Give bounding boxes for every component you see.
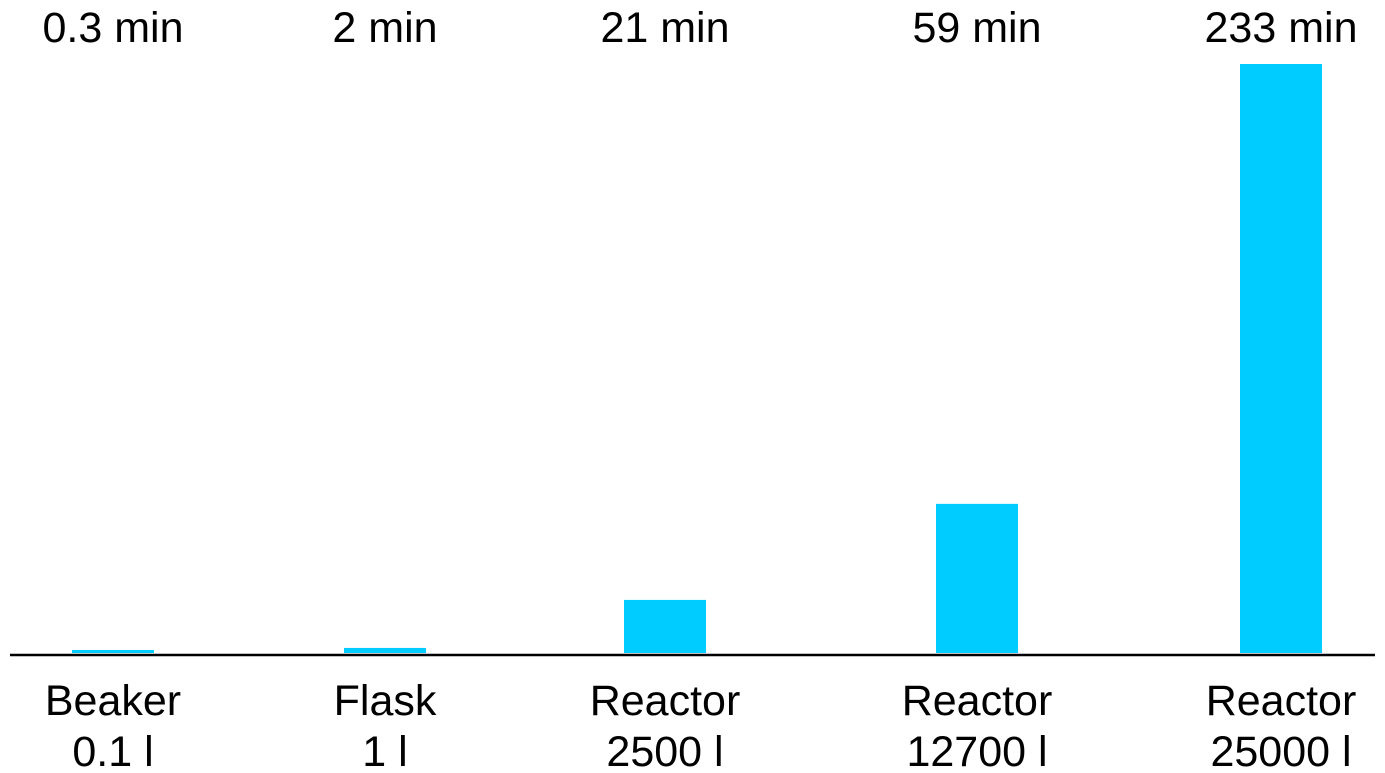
bar-2 xyxy=(624,599,706,653)
bar-4 xyxy=(1240,64,1322,653)
category-label-3: Reactor xyxy=(902,677,1053,725)
volume-label-3: 12700 l xyxy=(906,728,1047,773)
value-label-0: 0.3 min xyxy=(42,4,183,52)
volume-label-1: 1 l xyxy=(362,728,407,773)
bar-1 xyxy=(344,647,426,653)
category-label-4: Reactor xyxy=(1206,677,1357,725)
bar-0 xyxy=(72,650,154,653)
category-label-0: Beaker xyxy=(45,677,181,725)
category-label-2: Reactor xyxy=(590,677,741,725)
value-label-1: 2 min xyxy=(332,4,437,52)
value-label-4: 233 min xyxy=(1205,4,1358,52)
value-labels-group: 0.3 min 2 min 21 min 59 min 233 min xyxy=(42,4,1357,52)
bars-group xyxy=(72,64,1322,653)
bar-3 xyxy=(936,503,1018,653)
category-label-1: Flask xyxy=(334,677,437,725)
volume-label-0: 0.1 l xyxy=(72,728,153,773)
volume-label-2: 2500 l xyxy=(606,728,723,773)
value-label-3: 59 min xyxy=(912,4,1041,52)
volume-label-4: 25000 l xyxy=(1210,728,1351,773)
value-label-2: 21 min xyxy=(600,4,729,52)
